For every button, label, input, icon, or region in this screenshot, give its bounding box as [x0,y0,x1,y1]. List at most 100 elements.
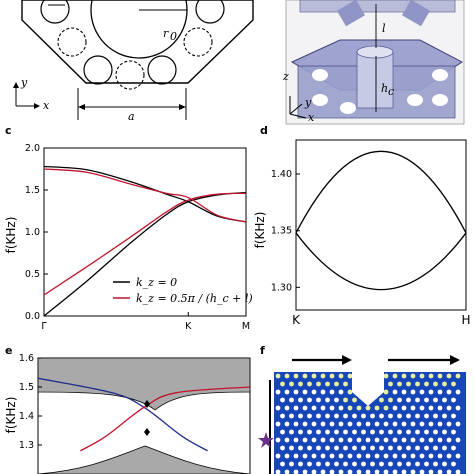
lattice-hole [361,461,366,467]
lattice-hole [320,373,326,379]
lattice-hole [347,421,353,427]
lattice-hole [352,397,357,403]
lattice-hole [379,413,384,419]
lattice-hole [316,413,321,419]
lattice-hole [388,397,393,403]
d-ytick-label: 1.30 [271,282,292,293]
lattice-hole [397,429,402,435]
panel-b: l h c z y x [282,0,465,125]
lattice-hole [451,381,456,387]
lattice-hole [392,405,398,411]
lattice-hole [307,445,312,451]
bulk-region-upper [37,357,251,411]
lattice-hole [428,373,434,379]
lattice-hole [293,421,299,427]
lattice-hole [446,405,452,411]
lattice-hole [302,421,308,427]
lattice-hole [433,397,438,403]
lattice-hole [329,405,335,411]
lattice-hole [433,429,438,435]
lattice-hole [388,381,393,387]
lattice-hole [316,461,321,467]
lattice-hole [451,461,456,467]
axis-z-label: z [282,70,289,83]
lattice-hole [356,453,362,459]
lattice-hole [352,461,357,467]
lattice-hole [433,445,438,451]
lattice-hole [424,397,429,403]
lattice-hole [455,389,461,395]
panel-f: f [258,344,466,474]
lattice-hole [410,405,416,411]
panel-letter-e: e [5,344,12,357]
lattice-hole [374,421,380,427]
top-plate [299,0,456,13]
plate-hole [340,102,356,114]
bulk-region-lower [37,445,251,474]
d-ytick-label: 1.40 [271,169,292,180]
lattice-hole [293,405,299,411]
lattice-hole [338,453,344,459]
lattice-hole [446,469,452,474]
lattice-hole [406,461,411,467]
lattice-hole [320,405,326,411]
lattice-hole [284,373,290,379]
lattice-hole [410,453,416,459]
lattice-hole [383,437,389,443]
lattice-hole [455,373,461,379]
dashed-hole [57,27,87,57]
lattice-hole [383,389,389,395]
lattice-hole [311,389,317,395]
lattice-hole [370,445,375,451]
lattice-hole [437,373,443,379]
small-hole [83,55,113,85]
lattice-hole [311,421,317,427]
lattice-hole [356,469,362,474]
lattice-hole [338,469,344,474]
c-xtick-label: M [242,321,250,332]
lattice-hole [446,437,452,443]
lattice-hole [298,397,303,403]
panel-a: r 0 a x y [13,0,254,123]
lattice-hole [325,413,330,419]
lattice-hole [365,437,371,443]
lattice-hole [383,469,389,474]
lattice-hole [401,405,407,411]
lattice-hole [275,405,281,411]
plate-hole [432,69,448,81]
lattice-hole [437,469,443,474]
lattice-hole [284,405,290,411]
lattice-hole [442,445,447,451]
lattice-hole [289,413,294,419]
lattice-hole [419,405,425,411]
lattice-hole [325,397,330,403]
lattice-hole [401,373,407,379]
lattice-hole [361,445,366,451]
lattice-hole [293,469,299,474]
lattice-hole [275,437,281,443]
plate-hole [312,69,328,81]
lattice-hole [320,389,326,395]
lattice-hole [325,461,330,467]
lattice-hole [302,373,308,379]
legend-label-kz0: k_z = 0 [136,276,177,289]
lattice-hole [311,405,317,411]
lattice-hole [442,381,447,387]
e-ytick-label: 1.5 [19,382,34,393]
lattice-hole [307,429,312,435]
lattice-hole [365,453,371,459]
lattice-hole [397,461,402,467]
lattice-hole [383,405,389,411]
lattice-hole [320,469,326,474]
lattice-hole [356,437,362,443]
lattice-hole [455,405,461,411]
lattice-hole [388,413,393,419]
lattice-hole [451,429,456,435]
lattice-hole [298,381,303,387]
axis-y-label: y [304,96,312,109]
hc-label-sub: c [388,85,394,98]
lattice-hole [334,397,339,403]
d-series-line-1 [295,232,467,291]
c-ytick-label: 2.0 [25,143,40,154]
